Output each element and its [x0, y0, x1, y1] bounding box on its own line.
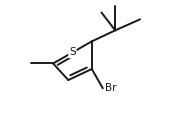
Text: Br: Br	[105, 83, 116, 93]
Text: S: S	[69, 47, 76, 57]
